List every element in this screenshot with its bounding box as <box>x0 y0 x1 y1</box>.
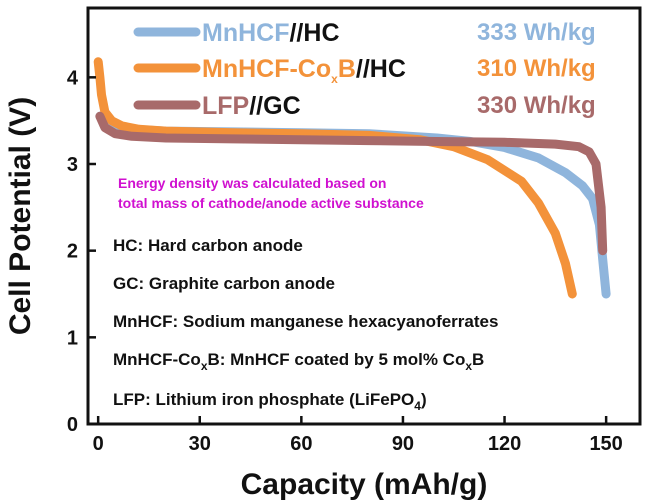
x-tick-label: 90 <box>392 433 414 455</box>
x-axis-title: Capacity (mAh/g) <box>241 468 488 501</box>
abbreviation-lfp-post: ) <box>421 390 427 409</box>
abbreviation-lfp-pre: LFP: Lithium iron phosphate (LiFePO <box>113 390 414 409</box>
energy-note-line-1: Energy density was calculated based on <box>118 175 386 191</box>
legend: MnHCF//HC 333 Wh/kg MnHCF-CoxB//HC 310 W… <box>133 19 596 120</box>
x-tick-label: 60 <box>290 433 312 455</box>
y-axis-title: Cell Potential (V) <box>4 97 37 335</box>
x-tick-label: 150 <box>589 433 622 455</box>
abbreviation-coxb-sub2: x <box>465 359 472 373</box>
legend-label-lfp-sep: // <box>249 92 263 120</box>
y-tick-label: 4 <box>67 67 79 89</box>
legend-label-mnhcf-sep: // <box>289 19 303 47</box>
x-tick-label: 0 <box>93 433 104 455</box>
abbreviation-coxb: MnHCF-CoxB: MnHCF coated by 5 mol% CoxB <box>113 350 484 373</box>
energy-density-coxb: 310 Wh/kg <box>477 55 596 82</box>
y-tick-label: 0 <box>67 414 78 436</box>
abbreviation-lfp-sub1: 4 <box>414 399 421 413</box>
y-tick-label: 2 <box>67 241 78 263</box>
legend-label-coxb-main: MnHCF-Co <box>202 55 331 83</box>
x-tick-label: 120 <box>488 433 521 455</box>
abbreviation-hc: HC: Hard carbon anode <box>113 236 303 255</box>
y-axis-ticks: 0 1 2 3 4 <box>67 67 96 436</box>
y-tick-label: 1 <box>67 327 78 349</box>
abbreviation-mnhcf: MnHCF: Sodium manganese hexacyanoferrate… <box>113 312 498 331</box>
x-tick-label: 30 <box>189 433 211 455</box>
energy-density-lfp: 330 Wh/kg <box>477 92 596 119</box>
x-axis-ticks: 0 30 60 90 120 150 <box>93 416 623 455</box>
legend-label-lfp: LFP//GC <box>202 92 301 120</box>
energy-note-line-2: total mass of cathode/anode active subst… <box>118 195 424 211</box>
abbreviation-coxb-post: B <box>472 350 484 369</box>
legend-label-lfp-main: LFP <box>202 92 249 120</box>
legend-label-coxb-sep: // <box>356 55 370 83</box>
abbreviation-coxb-mid: B: MnHCF coated by 5 mol% Co <box>208 350 466 369</box>
abbreviation-gc: GC: Graphite carbon anode <box>113 274 335 293</box>
legend-label-mnhcf-anode: HC <box>303 19 339 47</box>
y-tick-label: 3 <box>67 154 78 176</box>
plot-frame <box>86 6 642 426</box>
legend-label-coxb-sub: x <box>331 72 338 86</box>
series-line-lfp <box>95 111 608 256</box>
energy-density-mnhcf: 333 Wh/kg <box>477 19 596 46</box>
legend-label-mnhcf-main: MnHCF <box>202 19 289 47</box>
legend-label-lfp-anode: GC <box>263 92 301 120</box>
abbreviation-coxb-pre: MnHCF-Co <box>113 350 201 369</box>
abbreviation-coxb-sub1: x <box>201 359 208 373</box>
legend-label-coxb: MnHCF-CoxB//HC <box>202 55 406 86</box>
legend-label-coxb-anode: HC <box>370 55 406 83</box>
series-curves <box>93 57 611 299</box>
legend-label-coxb-after: B <box>338 55 356 83</box>
legend-label-mnhcf: MnHCF//HC <box>202 19 340 47</box>
series-line-mnhcf-co <box>93 57 577 299</box>
abbreviation-lfp: LFP: Lithium iron phosphate (LiFePO4) <box>113 390 427 413</box>
